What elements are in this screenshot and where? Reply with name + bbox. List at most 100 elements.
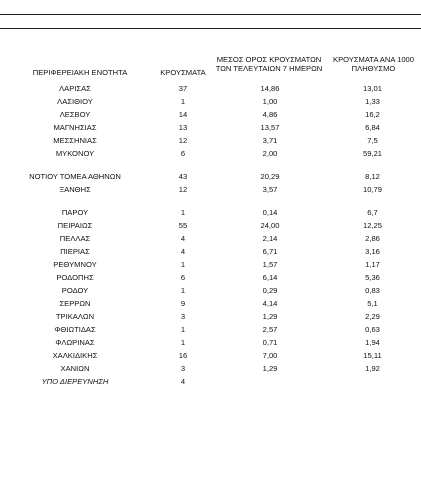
region-cell: ΛΑΡΙΣΑΣ [59, 84, 91, 93]
per-thousand-cell: 3,16 [365, 247, 380, 256]
table-row: ΠΙΕΡΙΑΣ 4 6,71 3,16 [0, 245, 421, 258]
region-cell: ΜΥΚΟΝΟΥ [55, 149, 95, 158]
per-thousand-cell: 10,79 [362, 185, 382, 194]
per-thousand-cell: 2,86 [365, 234, 380, 243]
table-row: ΥΠΟ ΔΙΕΡΕΥΝΗΣΗ 4 [0, 375, 421, 388]
table-row: ΠΕΛΛΑΣ 4 2,14 2,86 [0, 232, 421, 245]
cases-cell: 12 [178, 185, 188, 194]
region-cell: ΡΕΘΥΜΝΟΥ [53, 260, 97, 269]
average-cell: 1,29 [262, 364, 278, 373]
average-cell: 20,29 [260, 172, 280, 181]
per-thousand-cell: 6,7 [367, 208, 378, 217]
table-row: ΛΕΣΒΟΥ 14 4,86 16,2 [0, 108, 421, 121]
cases-cell: 9 [180, 299, 186, 308]
cases-cell: 3 [180, 312, 186, 321]
average-cell: 7,00 [262, 351, 278, 360]
per-thousand-cell: 1,92 [365, 364, 380, 373]
average-cell: 2,57 [262, 325, 278, 334]
average-cell: 2,00 [262, 149, 278, 158]
cases-cell: 4 [180, 234, 186, 243]
cases-cell: 4 [180, 247, 186, 256]
region-cell: ΛΕΣΒΟΥ [59, 110, 91, 119]
second-rule [0, 28, 421, 29]
cases-cell: 1 [180, 260, 186, 269]
region-cell: ΧΑΛΚΙΔΙΚΗΣ [52, 351, 98, 360]
average-cell: 3,71 [262, 136, 278, 145]
table-row: ΧΑΛΚΙΔΙΚΗΣ 16 7,00 15,11 [0, 349, 421, 362]
per-thousand-cell: 0,63 [365, 325, 380, 334]
region-cell: ΞΑΝΘΗΣ [59, 185, 91, 194]
region-cell: ΡΟΔΟΠΗΣ [56, 273, 94, 282]
region-cell: ΠΙΕΡΙΑΣ [60, 247, 90, 256]
per-thousand-cell: 16,2 [365, 110, 380, 119]
cases-cell: 12 [178, 136, 188, 145]
cases-cell: 14 [178, 110, 188, 119]
average-cell: 1,57 [262, 260, 278, 269]
cases-cell: 3 [180, 364, 186, 373]
per-thousand-cell: 5,36 [365, 273, 380, 282]
table-row: ΣΕΡΡΩΝ 9 4,14 5,1 [0, 297, 421, 310]
table-row: ΤΡΙΚΑΛΩΝ 3 1,29 2,29 [0, 310, 421, 323]
header-cases: ΚΡΟΥΣΜΑΤΑ [158, 68, 208, 77]
header-per-line1: ΚΡΟΥΣΜΑΤΑ ΑΝΑ 1000 [333, 55, 414, 64]
table-row: ΡΟΔΟΠΗΣ 6 6,14 5,36 [0, 271, 421, 284]
region-cell: ΜΑΓΝΗΣΙΑΣ [53, 123, 97, 132]
average-cell: 13,57 [260, 123, 280, 132]
average-cell: 4,14 [262, 299, 278, 308]
table-row: ΜΑΓΝΗΣΙΑΣ 13 13,57 6,84 [0, 121, 421, 134]
table-row: ΠΕΙΡΑΙΩΣ 55 24,00 12,25 [0, 219, 421, 232]
table-row: ΝΟΤΙΟΥ ΤΟΜΕΑ ΑΘΗΝΩΝ 43 20,29 8,12 [0, 170, 421, 183]
per-thousand-cell: 1,94 [365, 338, 380, 347]
table-row: ΛΑΣΙΘΙΟΥ 1 1,00 1,33 [0, 95, 421, 108]
average-cell: 0,14 [262, 208, 278, 217]
region-cell: ΧΑΝΙΩΝ [60, 364, 90, 373]
per-thousand-cell: 15,11 [363, 351, 382, 360]
region-cell: ΛΑΣΙΘΙΟΥ [57, 97, 93, 106]
cases-cell: 1 [180, 97, 186, 106]
per-thousand-cell: 12,25 [362, 221, 382, 230]
per-thousand-cell: 13,01 [362, 84, 382, 93]
header-avg-line1: ΜΕΣΟΣ ΟΡΟΣ ΚΡΟΥΣΜΑΤΩΝ [216, 55, 322, 64]
average-cell: 3,57 [262, 185, 278, 194]
cases-cell: 13 [178, 123, 188, 132]
average-cell: 24,00 [260, 221, 280, 230]
per-thousand-cell: 59,21 [362, 149, 382, 158]
table-row: ΜΥΚΟΝΟΥ 6 2,00 59,21 [0, 147, 421, 160]
per-thousand-cell: 2,29 [365, 312, 380, 321]
region-cell: ΡΟΔΟΥ [61, 286, 89, 295]
average-cell: 4,86 [262, 110, 278, 119]
table-row: ΡΕΘΥΜΝΟΥ 1 1,57 1,17 [0, 258, 421, 271]
cases-cell: 1 [180, 208, 186, 217]
cases-cell: 55 [178, 221, 188, 230]
region-cell: ΤΡΙΚΑΛΩΝ [55, 312, 95, 321]
region-cell: ΥΠΟ ΔΙΕΡΕΥΝΗΣΗ [41, 377, 109, 386]
table-row: ΛΑΡΙΣΑΣ 37 14,86 13,01 [0, 82, 421, 95]
per-thousand-cell: 1,33 [365, 97, 380, 106]
region-cell: ΠΑΡΟΥ [61, 208, 89, 217]
cases-cell: 1 [180, 325, 186, 334]
average-cell: 2,14 [262, 234, 278, 243]
cases-cell: 1 [180, 338, 186, 347]
table-row: ΧΑΝΙΩΝ 3 1,29 1,92 [0, 362, 421, 375]
average-cell: 1,00 [262, 97, 278, 106]
average-cell: 6,14 [262, 273, 278, 282]
header-region: ΠΕΡΙΦΕΡΕΙΑΚΗ ΕΝΟΤΗΤΑ [0, 68, 160, 77]
table-row: ΠΑΡΟΥ 1 0,14 6,7 [0, 206, 421, 219]
average-cell: 6,71 [262, 247, 278, 256]
cases-cell: 37 [178, 84, 188, 93]
table-row: ΜΕΣΣΗΝΙΑΣ 12 3,71 7,5 [0, 134, 421, 147]
average-cell: 0,29 [262, 286, 278, 295]
per-thousand-cell: 7,5 [367, 136, 378, 145]
region-cell: ΦΘΙΩΤΙΔΑΣ [54, 325, 96, 334]
table-row: ΦΛΩΡΙΝΑΣ 1 0,71 1,94 [0, 336, 421, 349]
cases-cell: 6 [180, 149, 186, 158]
average-cell: 0,71 [262, 338, 278, 347]
top-rule [0, 14, 421, 15]
cases-cell: 16 [178, 351, 188, 360]
region-cell: ΠΕΛΛΑΣ [59, 234, 91, 243]
region-cell: ΦΛΩΡΙΝΑΣ [55, 338, 95, 347]
region-cell: ΝΟΤΙΟΥ ΤΟΜΕΑ ΑΘΗΝΩΝ [29, 172, 121, 181]
region-cell: ΠΕΙΡΑΙΩΣ [57, 221, 93, 230]
per-thousand-cell: 6,84 [365, 123, 380, 132]
average-cell: 1,29 [262, 312, 278, 321]
